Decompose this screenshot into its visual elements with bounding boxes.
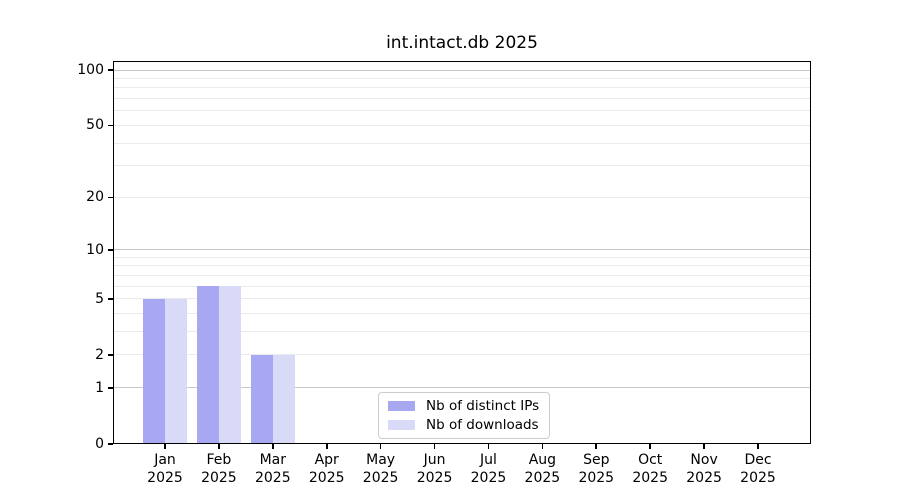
x-tick-mark-feb bbox=[218, 444, 220, 449]
x-tick-label-aug: Aug 2025 bbox=[502, 451, 582, 487]
y-tick-label-1: 1 bbox=[95, 379, 104, 396]
y-tick-mark-100 bbox=[108, 69, 113, 71]
x-tick-year: 2025 bbox=[470, 470, 507, 486]
x-tick-year: 2025 bbox=[416, 470, 453, 486]
bar-distinct-ips-feb bbox=[196, 286, 219, 444]
y-tick-label-20: 20 bbox=[86, 189, 104, 206]
legend-label: Nb of downloads bbox=[426, 417, 539, 433]
x-tick-label-may: May 2025 bbox=[341, 451, 421, 487]
y-tick-label-50: 50 bbox=[86, 117, 104, 134]
x-tick-mark-jun bbox=[433, 444, 436, 449]
gridline-y-7 bbox=[113, 275, 811, 277]
legend-item: Nb of distinct IPs bbox=[388, 398, 539, 414]
gridline-y-6 bbox=[113, 285, 811, 287]
x-tick-month: Dec bbox=[744, 452, 772, 468]
x-tick-year: 2025 bbox=[524, 470, 561, 486]
gridline-y-1 bbox=[113, 387, 811, 389]
gridline-y-50 bbox=[113, 124, 811, 126]
x-tick-year: 2025 bbox=[147, 470, 183, 486]
y-tick-mark-10 bbox=[108, 248, 113, 251]
plot-border bbox=[113, 61, 811, 444]
x-tick-month: Aug bbox=[528, 452, 557, 468]
x-tick-mark-mar bbox=[272, 444, 274, 449]
x-tick-mark-jul bbox=[487, 444, 490, 449]
gridline-y-20 bbox=[113, 196, 811, 198]
y-tick-label-10: 10 bbox=[86, 241, 104, 258]
gridline-y-40 bbox=[113, 142, 811, 144]
x-tick-year: 2025 bbox=[201, 470, 237, 486]
bar-distinct-ips-jan bbox=[143, 298, 165, 444]
x-tick-year: 2025 bbox=[254, 470, 291, 486]
chart-title: int.intact.db 2025 bbox=[386, 33, 538, 53]
x-tick-month: Jan bbox=[154, 452, 176, 468]
gridline-y-8 bbox=[113, 265, 811, 267]
y-tick-mark-1 bbox=[108, 387, 113, 389]
x-tick-month: Mar bbox=[259, 452, 287, 468]
x-tick-mark-sep bbox=[595, 444, 598, 449]
legend-swatch bbox=[388, 420, 415, 430]
x-tick-label-oct: Oct 2025 bbox=[610, 451, 690, 487]
x-tick-label-apr: Apr 2025 bbox=[287, 451, 367, 487]
x-tick-mark-nov bbox=[703, 444, 705, 449]
x-tick-mark-aug bbox=[541, 444, 544, 449]
x-tick-month: May bbox=[366, 452, 396, 468]
gridline-y-10 bbox=[113, 249, 811, 251]
y-tick-label-0: 0 bbox=[95, 436, 104, 452]
x-tick-year: 2025 bbox=[632, 470, 668, 486]
bar-downloads-jan bbox=[165, 298, 187, 444]
x-tick-label-jan: Jan 2025 bbox=[125, 451, 205, 487]
x-tick-mark-may bbox=[379, 444, 382, 449]
x-tick-year: 2025 bbox=[578, 470, 615, 486]
x-tick-mark-dec bbox=[757, 444, 759, 449]
x-tick-month: Feb bbox=[206, 452, 232, 468]
gridline-y-4 bbox=[113, 313, 811, 315]
legend: Nb of distinct IPs Nb of downloads bbox=[378, 392, 551, 439]
y-tick-mark-0 bbox=[108, 443, 113, 445]
x-tick-month: Oct bbox=[638, 452, 663, 468]
x-tick-label-sep: Sep 2025 bbox=[556, 451, 636, 487]
bar-downloads-feb bbox=[218, 286, 241, 444]
legend-item: Nb of downloads bbox=[388, 417, 539, 433]
gridline-y-60 bbox=[113, 110, 811, 112]
x-tick-mark-apr bbox=[325, 444, 328, 449]
gridline-y-2 bbox=[113, 354, 811, 356]
x-tick-year: 2025 bbox=[740, 470, 776, 486]
y-tick-mark-50 bbox=[108, 124, 113, 127]
x-tick-month: Sep bbox=[583, 452, 610, 468]
x-tick-label-nov: Nov 2025 bbox=[664, 451, 744, 487]
x-tick-month: Apr bbox=[314, 452, 339, 468]
x-tick-month: Jul bbox=[480, 452, 497, 468]
x-tick-month: Jun bbox=[423, 452, 446, 468]
y-tick-mark-2 bbox=[108, 354, 113, 356]
y-tick-mark-20 bbox=[108, 196, 113, 199]
x-tick-month: Nov bbox=[690, 452, 718, 468]
x-tick-year: 2025 bbox=[308, 470, 345, 486]
bar-downloads-mar bbox=[272, 354, 295, 444]
x-tick-mark-jan bbox=[164, 444, 166, 449]
gridline-y-90 bbox=[113, 78, 811, 80]
bar-distinct-ips-mar bbox=[250, 354, 273, 444]
legend-swatch bbox=[388, 401, 415, 411]
gridline-y-5 bbox=[113, 298, 811, 300]
x-tick-label-feb: Feb 2025 bbox=[179, 451, 259, 487]
y-tick-label-2: 2 bbox=[95, 346, 104, 363]
y-tick-label-5: 5 bbox=[95, 290, 104, 307]
legend-label: Nb of distinct IPs bbox=[426, 398, 540, 414]
gridline-y-100 bbox=[113, 69, 811, 71]
gridline-y-3 bbox=[113, 331, 811, 333]
gridline-y-30 bbox=[113, 165, 811, 167]
gridline-y-70 bbox=[113, 98, 811, 100]
gridline-y-80 bbox=[113, 87, 811, 89]
x-tick-year: 2025 bbox=[362, 470, 399, 486]
x-tick-mark-oct bbox=[649, 444, 651, 449]
x-tick-label-dec: Dec 2025 bbox=[718, 451, 798, 487]
y-tick-mark-5 bbox=[108, 298, 113, 300]
x-tick-label-jun: Jun 2025 bbox=[395, 451, 475, 487]
x-tick-label-mar: Mar 2025 bbox=[233, 451, 313, 487]
gridline-y-9 bbox=[113, 256, 811, 258]
y-tick-label-100: 100 bbox=[77, 62, 104, 79]
x-tick-label-jul: Jul 2025 bbox=[448, 451, 528, 487]
x-tick-year: 2025 bbox=[686, 470, 722, 486]
